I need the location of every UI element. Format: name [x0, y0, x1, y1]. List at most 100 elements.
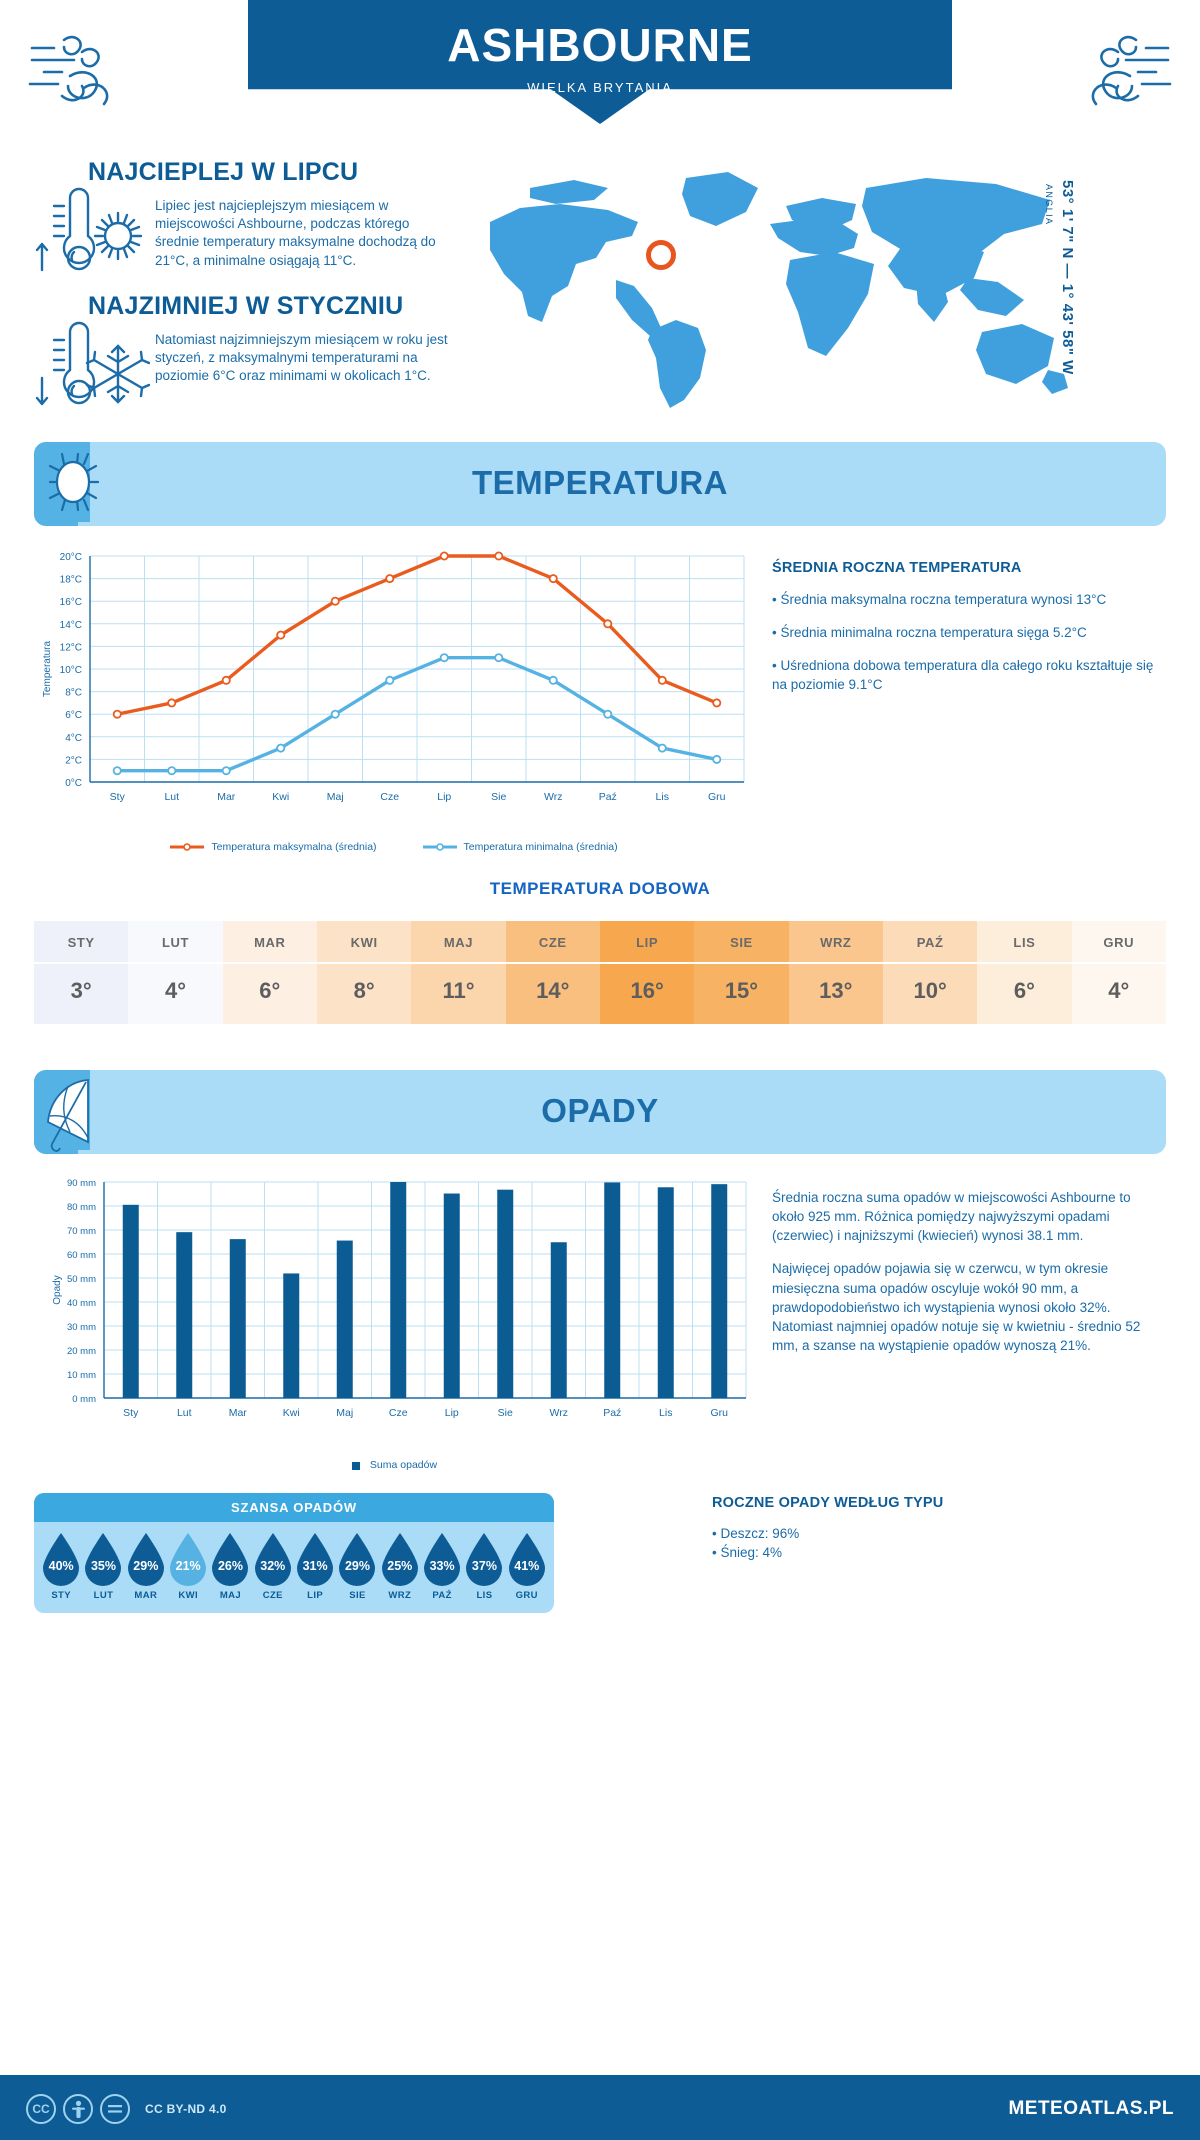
precipitation-side-panel: Średnia roczna suma opadów w miejscowośc… [754, 1170, 1166, 1471]
legend-label-sum: Suma opadów [369, 1459, 438, 1471]
page-subtitle: WIELKA BRYTANIA [527, 80, 673, 95]
precipitation-bar-chart: 0 mm 10 mm 20 mm 30 mm 40 mm 50 mm 60 mm 70 mm 8… [52, 1178, 747, 1419]
daily-temp-month: CZE [538, 935, 567, 950]
rain-chance-cell: 35% LUT [82, 1532, 124, 1601]
rain-chance-month: WRZ [388, 1590, 412, 1601]
rain-chance-value: 31% [302, 1559, 328, 1573]
temperature-legend: Temperatura maksymalna (średnia) Tempera… [34, 841, 754, 853]
intro-section: NAJCIEPLEJ W LIPCU Lipiec jest najcieple… [0, 152, 1200, 442]
footer-divider [0, 2075, 1200, 2078]
precip-type-item: • Deszcz: 96% [712, 1526, 800, 1541]
svg-text:12°C: 12°C [60, 642, 82, 653]
daily-temperature-title: TEMPERATURA DOBOWA [489, 879, 711, 898]
svg-text:Wrz: Wrz [544, 791, 562, 803]
legend-marker-sum [351, 1462, 360, 1470]
water-drop-icon: 25% [380, 1532, 420, 1586]
rain-chance-cell: 40% STY [40, 1532, 82, 1601]
legend-item-max: Temperatura maksymalna (średnia) [170, 841, 377, 853]
legend-item-sum: Suma opadów [351, 1459, 437, 1471]
water-drop-icon: 32% [253, 1532, 293, 1586]
svg-text:Kwi: Kwi [272, 791, 289, 803]
coldest-month-text: Natomiast najzimniejszym miesiącem w rok… [155, 332, 448, 384]
sun-icon [42, 448, 128, 525]
daily-temp-cell: LUT 4° [128, 921, 223, 1024]
svg-text:90 mm: 90 mm [67, 1178, 96, 1189]
daily-temp-separator [34, 962, 129, 964]
daily-temp-separator [788, 962, 883, 964]
svg-text:6°C: 6°C [65, 710, 82, 721]
svg-text:60 mm: 60 mm [67, 1250, 96, 1261]
svg-text:Paź: Paź [603, 1407, 621, 1419]
svg-text:4°C: 4°C [65, 733, 82, 744]
rain-chance-value: 37% [471, 1559, 497, 1573]
location-pin [646, 240, 676, 270]
rain-chance-value: 29% [344, 1559, 370, 1573]
precipitation-band: OPADY [34, 1070, 1166, 1154]
precip-type-item: • Śnieg: 4% [712, 1544, 783, 1560]
daily-temp-separator [694, 962, 789, 964]
avg-temp-bullet: • Średnia maksymalna roczna temperatura … [772, 592, 1107, 607]
cold-icons [30, 320, 151, 430]
daily-temp-value: 11° [442, 978, 475, 1003]
rain-chance-value: 33% [429, 1559, 455, 1573]
water-drop-icon: 37% [464, 1532, 504, 1586]
temperature-band: TEMPERATURA [34, 442, 1166, 526]
warmest-month-block: NAJCIEPLEJ W LIPCU Lipiec jest najcieple… [30, 158, 460, 272]
page-title: ASHBOURNE [447, 19, 753, 71]
water-drop-icon: 41% [507, 1532, 547, 1586]
water-drop-icon: 29% [126, 1532, 166, 1586]
daily-temp-cell: STY 3° [34, 921, 129, 1024]
daily-temp-cell: WRZ 13° [788, 921, 883, 1024]
rain-chance-cell: 31% LIP [294, 1532, 336, 1601]
rain-chance-cell: 26% MAJ [209, 1532, 251, 1601]
svg-text:10°C: 10°C [60, 665, 82, 676]
avg-temp-bullet: • Średnia minimalna roczna temperatura s… [772, 625, 1087, 641]
daily-temp-separator [882, 962, 978, 964]
daily-temp-cell: LIP 16° [599, 921, 695, 1024]
svg-text:30 mm: 30 mm [67, 1322, 96, 1333]
rain-chance-cell: 32% CZE [252, 1532, 294, 1601]
rain-chance-month: STY [51, 1590, 71, 1601]
rain-chance-cell: 41% GRU [506, 1532, 548, 1601]
svg-text:20 mm: 20 mm [67, 1346, 96, 1357]
daily-temp-month: SIE [730, 935, 753, 950]
daily-temp-month: GRU [1103, 935, 1135, 950]
legend-item-min: Temperatura minimalna (średnia) [422, 841, 618, 853]
svg-text:Lut: Lut [177, 1407, 192, 1419]
legend-marker-max [170, 843, 205, 851]
daily-temp-value: 4° [1108, 978, 1130, 1003]
svg-text:Opady: Opady [52, 1275, 63, 1304]
precipitation-legend: Suma opadów [34, 1459, 754, 1471]
legend-label-max: Temperatura maksymalna (średnia) [211, 841, 377, 853]
legend-marker-min [422, 843, 457, 851]
svg-text:Cze: Cze [380, 791, 399, 803]
rain-chance-month: KWI [178, 1590, 198, 1601]
svg-text:Cze: Cze [389, 1407, 408, 1419]
wind-icon [1050, 22, 1180, 117]
warm-icons [30, 186, 150, 291]
rain-chance-cell: 25% WRZ [379, 1532, 421, 1601]
water-drop-icon: 31% [295, 1532, 335, 1586]
daily-temp-cell: SIE 15° [694, 921, 789, 1024]
svg-text:16°C: 16°C [60, 597, 82, 608]
daily-temp-cell: KWI 8° [316, 921, 412, 1024]
daily-temp-value: 4° [164, 978, 187, 1003]
person-icon [71, 2100, 85, 2118]
svg-text:Lut: Lut [164, 791, 179, 803]
daily-temp-cell: CZE 14° [505, 921, 600, 1024]
daily-temp-separator [316, 962, 412, 964]
warmest-month-text: Lipiec jest najcieplejszym miesiącem w m… [155, 198, 436, 268]
svg-text:Gru: Gru [708, 791, 726, 803]
by-icon [63, 2094, 93, 2124]
svg-text:Sie: Sie [491, 791, 506, 803]
rain-chance-month: MAJ [219, 1590, 242, 1601]
svg-text:80 mm: 80 mm [67, 1202, 96, 1213]
daily-temp-separator [977, 962, 1072, 964]
rain-chance-cell: 29% SIE [336, 1532, 378, 1601]
svg-text:20°C: 20°C [60, 552, 82, 563]
precip-paragraph: Średnia roczna suma opadów w miejscowośc… [772, 1190, 1131, 1244]
coldest-month-block: NAJZIMNIEJ W STYCZNIU Natomiast najzimni… [30, 292, 460, 406]
legend-label-min: Temperatura minimalna (średnia) [463, 841, 618, 853]
rain-chance-value: 29% [133, 1559, 159, 1573]
daily-temp-separator [222, 962, 317, 964]
